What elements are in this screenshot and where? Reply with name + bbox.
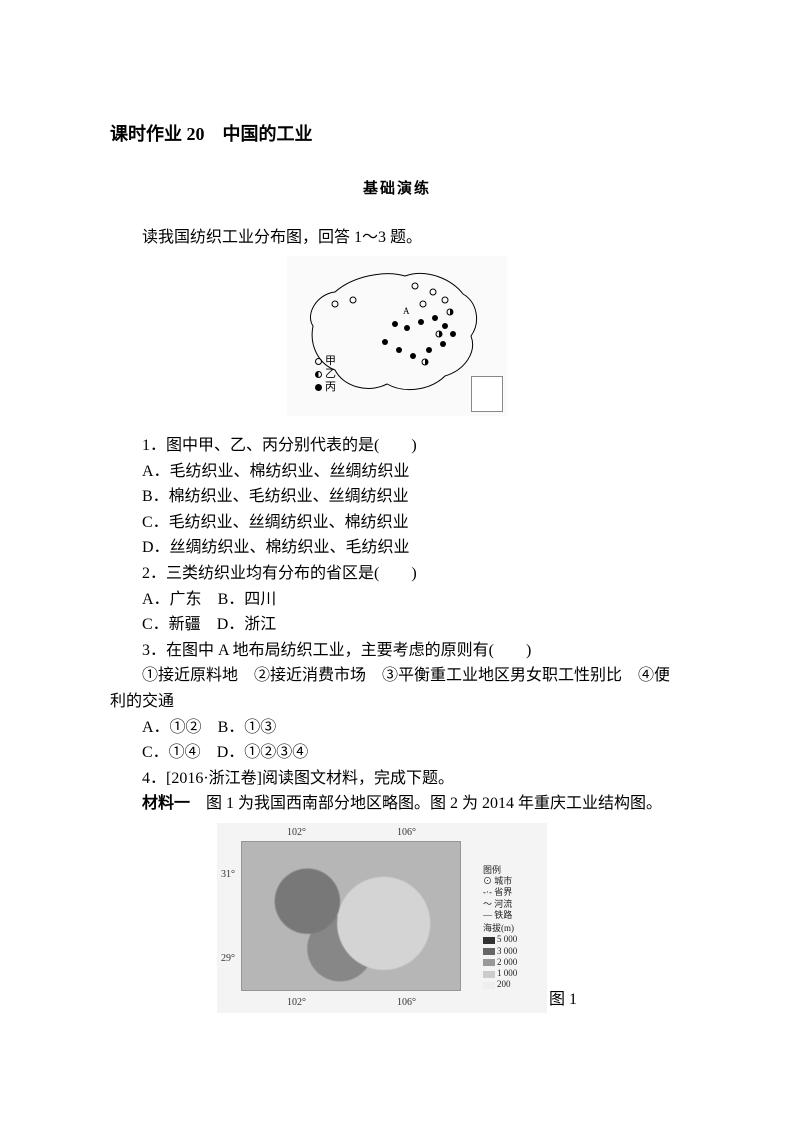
material-text: 图 1 为我国西南部分地区略图。图 2 为 2014 年重庆工业结构图。 — [190, 795, 662, 812]
legend-label-yi: 乙 — [325, 368, 336, 380]
q3-opt-b: B．①③ — [218, 719, 277, 736]
q3-items: ①接近原料地 ②接近消费市场 ③平衡重工业地区男女职工性别比 ④便利的交通 — [110, 663, 684, 714]
intro-text: 读我国纺织工业分布图，回答 1～3 题。 — [110, 225, 684, 251]
sw-china-map: 102° 106° 31° 29° 102° 106° 图例 ⊙ 城市 -·- … — [217, 823, 547, 1013]
elev-lbl-4: 200 — [497, 979, 511, 989]
q1-opt-a: A．毛纺织业、棉纺织业、丝绸纺织业 — [110, 459, 684, 485]
svg-text:A: A — [403, 306, 410, 316]
q2-opts-row1: A．广东 B．四川 — [110, 587, 684, 613]
q3-opts-row1: A．①② B．①③ — [110, 715, 684, 741]
legend-marker-jia — [315, 358, 322, 365]
elev-lbl-2: 2 000 — [497, 957, 517, 967]
figure-1: A 甲 乙 丙 — [110, 256, 684, 425]
q2-opt-a: A．广东 — [142, 591, 202, 608]
elev-sw-3 — [483, 971, 495, 978]
legend2-title: 图例 — [483, 865, 541, 876]
legend-marker-bing — [315, 384, 322, 391]
coord-lat2-left: 29° — [221, 951, 235, 967]
legend2-rail: 铁路 — [494, 910, 512, 920]
legend2-elev-title: 海拔(m) — [483, 923, 541, 934]
q1-stem: 1．图中甲、乙、丙分别代表的是( ) — [110, 433, 684, 459]
figure-2-caption: 图 1 — [549, 987, 577, 1013]
q3-opts-row2: C．①④ D．①②③④ — [110, 740, 684, 766]
q1-opt-d: D．丝绸纺织业、棉纺织业、毛纺织业 — [110, 535, 684, 561]
q3-opt-d: D．①②③④ — [217, 744, 309, 761]
elev-sw-0 — [483, 937, 495, 944]
q1-opt-c: C．毛纺织业、丝绸纺织业、棉纺织业 — [110, 510, 684, 536]
figure-1-legend: 甲 乙 丙 — [315, 355, 336, 395]
q2-opt-b: B．四川 — [218, 591, 277, 608]
q3-opt-c: C．①④ — [142, 744, 201, 761]
coord-lon2-bot: 106° — [397, 995, 416, 1011]
legend-label-bing: 丙 — [325, 381, 336, 393]
south-sea-inset — [471, 376, 503, 412]
elev-lbl-0: 5 000 — [497, 934, 517, 944]
q2-opt-c: C．新疆 — [142, 616, 201, 633]
q2-opts-row2: C．新疆 D．浙江 — [110, 612, 684, 638]
material-label: 材料一 — [142, 795, 190, 812]
map2-terrain — [241, 841, 461, 991]
q3-stem: 3．在图中 A 地布局纺织工业，主要考虑的原则有( ) — [110, 638, 684, 664]
elev-sw-2 — [483, 959, 495, 966]
q3-items-text: ①接近原料地 ②接近消费市场 ③平衡重工业地区男女职工性别比 ④便利的交通 — [110, 667, 670, 710]
legend-label-jia: 甲 — [325, 355, 336, 367]
figure-2: 102° 106° 31° 29° 102° 106° 图例 ⊙ 城市 -·- … — [110, 823, 684, 1013]
q4-material: 材料一 图 1 为我国西南部分地区略图。图 2 为 2014 年重庆工业结构图。 — [110, 791, 684, 817]
q4-stem: 4．[2016·浙江卷]阅读图文材料，完成下题。 — [110, 766, 684, 792]
legend-marker-yi — [315, 371, 322, 378]
section-header: 基础演练 — [110, 177, 684, 201]
china-textile-map: A 甲 乙 丙 — [287, 256, 507, 416]
coord-lon2-top: 106° — [397, 825, 416, 841]
q2-stem: 2．三类纺织业均有分布的省区是( ) — [110, 561, 684, 587]
coord-lon1-top: 102° — [287, 825, 306, 841]
worksheet-title: 课时作业 20 中国的工业 — [110, 120, 684, 149]
figure-2-legend: 图例 ⊙ 城市 -·- 省界 ～ 河流 — 铁路 海拔(m) 5 000 3 0… — [483, 865, 541, 991]
elev-sw-4 — [483, 982, 495, 989]
elev-sw-1 — [483, 948, 495, 955]
legend2-river: 河流 — [494, 899, 512, 909]
q3-opt-a: A．①② — [142, 719, 202, 736]
elev-lbl-3: 1 000 — [497, 968, 517, 978]
legend2-prov: 省界 — [494, 887, 512, 897]
legend2-city: 城市 — [494, 876, 512, 886]
coord-lat1-left: 31° — [221, 867, 235, 883]
q2-opt-d: D．浙江 — [217, 616, 277, 633]
q1-opt-b: B．棉纺织业、毛纺织业、丝绸纺织业 — [110, 484, 684, 510]
coord-lon1-bot: 102° — [287, 995, 306, 1011]
elev-lbl-1: 3 000 — [497, 946, 517, 956]
